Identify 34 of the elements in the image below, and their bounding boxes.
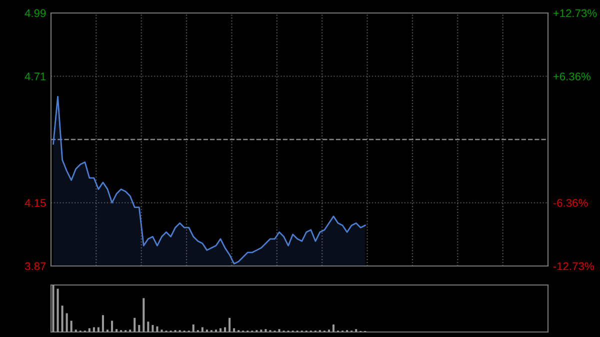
bar bbox=[138, 324, 140, 332]
bar bbox=[61, 306, 64, 332]
bar bbox=[56, 288, 59, 332]
y-tick-label: 4.99 bbox=[24, 9, 46, 18]
bar bbox=[355, 329, 358, 332]
bar bbox=[192, 324, 194, 332]
bar bbox=[142, 298, 145, 332]
y2-tick-label: -12.73% bbox=[553, 262, 594, 270]
bar bbox=[92, 327, 95, 332]
bar bbox=[134, 318, 136, 332]
bar bbox=[264, 329, 267, 332]
bar bbox=[97, 327, 100, 332]
bar bbox=[152, 324, 154, 332]
y2-tick-label: +6.36% bbox=[553, 72, 590, 80]
bar bbox=[116, 329, 118, 332]
bar bbox=[233, 328, 236, 332]
bar bbox=[102, 315, 104, 332]
bar bbox=[66, 313, 68, 332]
bar bbox=[147, 322, 150, 332]
bar bbox=[70, 320, 72, 332]
y-tick-label: 4.15 bbox=[24, 199, 46, 207]
bar bbox=[219, 328, 222, 332]
y-tick-label: 3.87 bbox=[24, 262, 46, 270]
y2-tick-label: +12.73% bbox=[553, 9, 597, 18]
bar bbox=[88, 328, 90, 332]
bar bbox=[156, 326, 158, 332]
y2-tick-label: -6.36% bbox=[553, 198, 588, 207]
bar bbox=[111, 320, 114, 332]
bar bbox=[278, 329, 280, 332]
bar bbox=[228, 318, 231, 332]
bar bbox=[201, 327, 204, 332]
y-tick-label: 4.71 bbox=[24, 72, 46, 80]
bar bbox=[224, 327, 226, 332]
bar bbox=[332, 324, 335, 332]
